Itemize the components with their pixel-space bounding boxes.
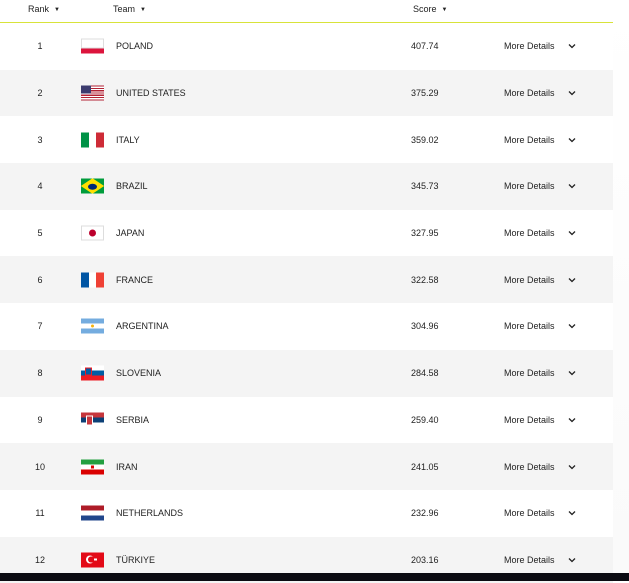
table-row: 10 IRAN 241.05 More Details: [0, 443, 613, 490]
rank: 1: [37, 41, 43, 52]
rank: 2: [37, 88, 43, 99]
flag-brazil-icon: [81, 178, 104, 194]
flag-slovenia-icon: [81, 365, 104, 381]
rank: 6: [37, 274, 43, 285]
sort-score[interactable]: Score ▼: [413, 4, 448, 14]
chevron-down-icon[interactable]: [568, 508, 576, 518]
table-row: 11 NETHERLANDS 232.96 More Details: [0, 490, 613, 537]
table-row: 4 BRAZIL 345.73 More Details: [0, 163, 613, 210]
sort-icon: ▼: [441, 7, 448, 13]
chevron-down-icon[interactable]: [568, 181, 576, 191]
score: 345.73: [411, 181, 439, 192]
chevron-down-icon[interactable]: [568, 135, 576, 145]
rank: 10: [34, 461, 45, 472]
more-details-button[interactable]: More Details: [504, 228, 555, 239]
sort-team[interactable]: Team ▼: [113, 4, 146, 14]
flag-turkey-icon: [81, 552, 104, 568]
team-name[interactable]: SERBIA: [116, 414, 150, 425]
chevron-down-icon[interactable]: [568, 228, 576, 238]
team-name[interactable]: ITALY: [116, 134, 140, 145]
taskbar-edge: [0, 573, 629, 581]
score: 203.16: [411, 554, 439, 565]
flag-netherlands-icon: [81, 505, 104, 521]
rank: 7: [37, 321, 43, 332]
more-details-button[interactable]: More Details: [504, 321, 555, 332]
table-row: 8 SLOVENIA 284.58 More Details: [0, 349, 613, 397]
more-details-button[interactable]: More Details: [504, 414, 555, 425]
score: 407.74: [411, 41, 439, 52]
more-details-button[interactable]: More Details: [504, 368, 555, 379]
team-name[interactable]: JAPAN: [116, 228, 145, 239]
flag-argentina-icon: [81, 318, 104, 334]
table-header: Rank ▼ Team ▼ Score ▼: [0, 0, 613, 23]
rank: 12: [34, 554, 45, 565]
chevron-down-icon[interactable]: [568, 462, 576, 472]
chevron-down-icon[interactable]: [568, 368, 576, 378]
flag-poland-icon: [81, 38, 104, 54]
team-name[interactable]: UNITED STATES: [116, 88, 186, 99]
chevron-down-icon[interactable]: [568, 415, 576, 425]
team-name[interactable]: NETHERLANDS: [116, 508, 184, 519]
score: 232.96: [411, 508, 439, 519]
flag-usa-icon: [81, 85, 104, 101]
chevron-down-icon[interactable]: [568, 321, 576, 331]
rank: 11: [35, 508, 45, 519]
more-details-button[interactable]: More Details: [504, 134, 555, 145]
chevron-down-icon[interactable]: [568, 41, 576, 51]
table-row: 1 POLAND 407.74 More Details: [0, 23, 613, 70]
score: 327.95: [411, 228, 439, 239]
rankings-table: 1 POLAND 407.74 More Details 2 UNITED ST…: [0, 23, 613, 583]
score: 375.29: [411, 88, 439, 99]
table-row: 3 ITALY 359.02 More Details: [0, 116, 613, 163]
team-name[interactable]: BRAZIL: [116, 181, 148, 192]
rank: 8: [37, 368, 43, 379]
more-details-button[interactable]: More Details: [504, 88, 555, 99]
chevron-down-icon[interactable]: [568, 275, 576, 285]
rank: 4: [37, 181, 43, 192]
flag-serbia-icon: [81, 412, 104, 428]
table-row: 2 UNITED STATES 375.29 More Details: [0, 69, 613, 117]
team-name[interactable]: POLAND: [116, 41, 154, 52]
sort-icon: ▼: [54, 7, 60, 13]
more-details-button[interactable]: More Details: [504, 181, 555, 192]
score: 322.58: [411, 274, 439, 285]
more-details-button[interactable]: More Details: [504, 554, 555, 565]
rank: 9: [37, 414, 43, 425]
score: 259.40: [411, 414, 439, 425]
more-details-button[interactable]: More Details: [504, 461, 555, 472]
team-name[interactable]: SLOVENIA: [116, 368, 162, 379]
more-details-button[interactable]: More Details: [504, 274, 555, 285]
table-row: 7 ARGENTINA 304.96 More Details: [0, 303, 613, 350]
page-edge: [613, 0, 629, 573]
flag-france-icon: [81, 272, 104, 288]
sort-icon: ▼: [140, 7, 146, 13]
table-row: 5 JAPAN 327.95 More Details: [0, 210, 613, 257]
team-name[interactable]: ARGENTINA: [116, 321, 169, 332]
chevron-down-icon[interactable]: [568, 555, 576, 565]
more-details-button[interactable]: More Details: [504, 41, 555, 52]
more-details-button[interactable]: More Details: [504, 508, 555, 519]
score: 304.96: [411, 321, 439, 332]
rank: 5: [37, 228, 43, 239]
flag-iran-icon: [81, 459, 104, 474]
score: 241.05: [411, 461, 439, 472]
table-row: 6 FRANCE 322.58 More Details: [0, 256, 613, 304]
rank: 3: [37, 134, 43, 145]
sort-rank[interactable]: Rank ▼: [28, 4, 60, 14]
team-name[interactable]: IRAN: [116, 461, 138, 472]
flag-italy-icon: [81, 132, 104, 148]
score: 284.58: [411, 368, 439, 379]
team-name[interactable]: TÜRKIYE: [116, 554, 156, 565]
table-row: 9 SERBIA 259.40 More Details: [0, 397, 613, 444]
team-name[interactable]: FRANCE: [116, 274, 154, 285]
chevron-down-icon[interactable]: [568, 88, 576, 98]
score: 359.02: [411, 134, 439, 145]
flag-japan-icon: [81, 225, 104, 241]
